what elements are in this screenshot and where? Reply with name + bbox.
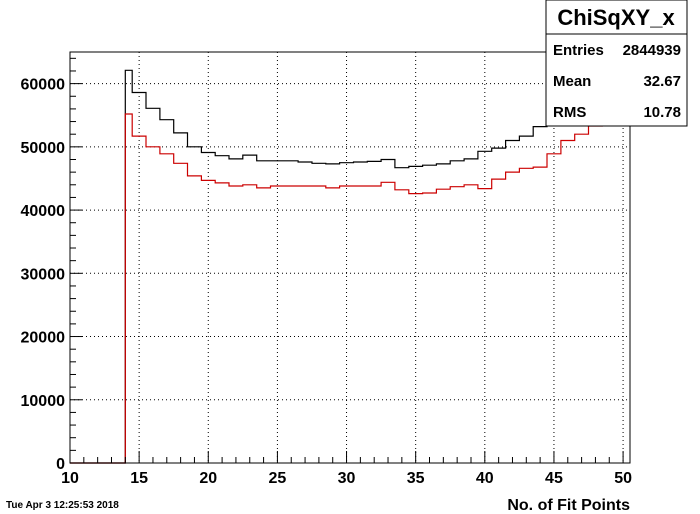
y-tick-label: 60000 — [21, 77, 66, 94]
x-tick-label: 30 — [338, 470, 356, 487]
x-tick-label: 25 — [269, 470, 287, 487]
stats-entries-value: 2844939 — [623, 42, 681, 59]
histogram-series-1 — [70, 69, 630, 464]
x-tick-label: 50 — [614, 470, 632, 487]
x-tick-label: 15 — [130, 470, 148, 487]
x-tick-label: 35 — [407, 470, 425, 487]
plot-frame — [69, 51, 631, 464]
x-tick-label: 20 — [199, 470, 217, 487]
stats-mean-label: Mean — [553, 73, 591, 90]
stats-rms-label: RMS — [553, 104, 586, 121]
y-tick-label: 30000 — [21, 266, 66, 283]
y-tick-label: 10000 — [21, 393, 66, 410]
y-tick-label: 0 — [56, 456, 65, 473]
stats-rms-value: 10.78 — [643, 104, 681, 121]
y-tick-label: 40000 — [21, 203, 66, 220]
x-tick-label: 40 — [476, 470, 494, 487]
stats-entries-label: Entries — [553, 42, 604, 59]
stats-box: ChiSqXY_x Entries 2844939 Mean 32.67 RMS… — [545, 0, 688, 127]
histogram-series-2 — [70, 112, 630, 464]
stats-title: ChiSqXY_x — [557, 5, 675, 30]
axes: 10 15 20 25 30 35 40 45 50 0 10000 20000 30000 40000 5… — [21, 57, 632, 487]
timestamp: Tue Apr 3 12:25:53 2018 — [6, 500, 119, 511]
stats-mean-value: 32.67 — [643, 73, 681, 90]
histogram-series — [70, 69, 630, 464]
y-tick-label: 20000 — [21, 330, 66, 347]
x-axis-title: No. of Fit Points — [507, 497, 630, 514]
x-tick-label: 45 — [545, 470, 563, 487]
y-tick-label: 50000 — [21, 140, 66, 157]
x-tick-label: 10 — [61, 470, 79, 487]
